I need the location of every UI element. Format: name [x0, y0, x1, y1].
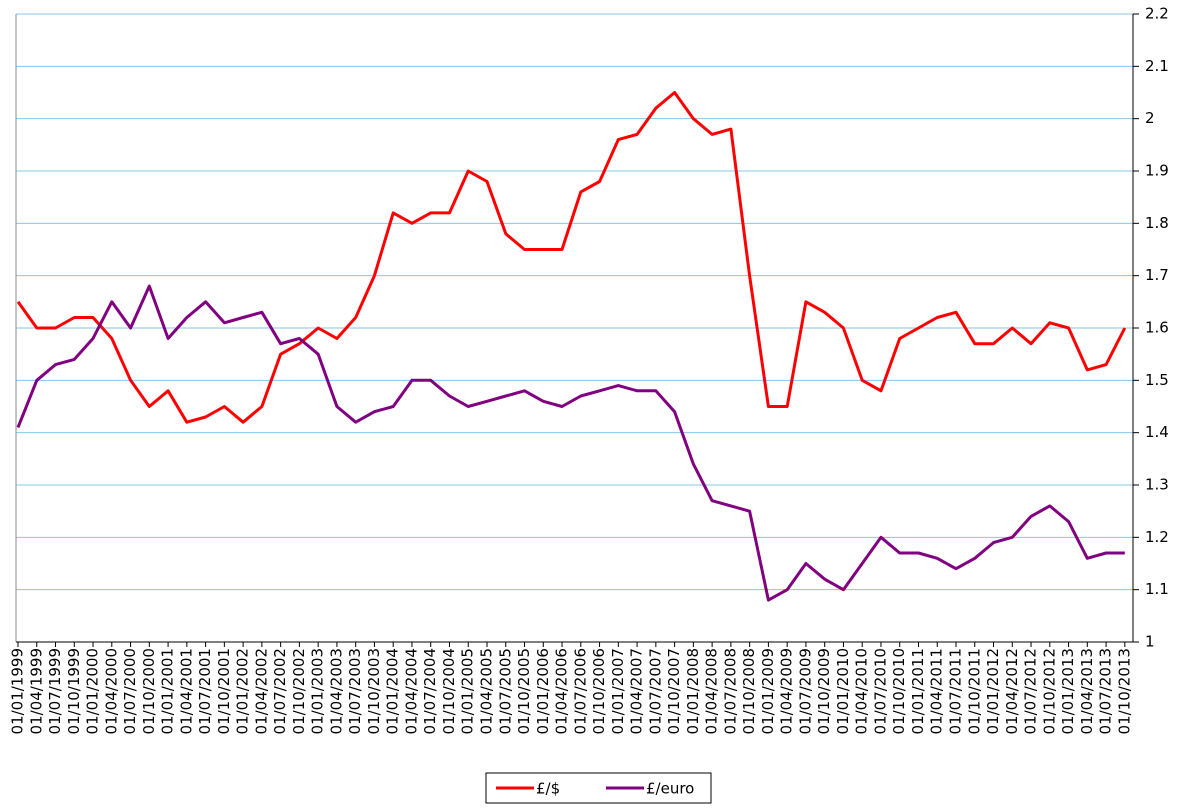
y-tick-label: 1.6 — [1145, 319, 1169, 337]
x-tick-label: 01/01/2003 — [309, 648, 327, 734]
x-tick-label: 01/10/2005 — [515, 648, 533, 734]
x-tick-label: 01/07/2011 — [947, 648, 965, 734]
x-tick-label: 01/07/1999 — [46, 648, 64, 734]
y-tick-label: 2.2 — [1145, 5, 1169, 23]
y-tick-label: 1.4 — [1145, 423, 1169, 441]
x-tick-label: 01/07/2006 — [571, 648, 589, 734]
x-tick-label: 01/01/2002 — [234, 648, 252, 734]
y-tick-label: 1.7 — [1145, 266, 1169, 284]
x-tick-label: 01/01/1999 — [9, 648, 27, 734]
x-tick-label: 01/04/2011 — [928, 648, 946, 734]
x-tick-label: 01/07/2004 — [421, 648, 439, 734]
y-tick-label: 1.8 — [1145, 214, 1169, 232]
x-tick-label: 01/01/2005 — [459, 648, 477, 734]
x-tick-label: 01/10/2012 — [1040, 648, 1058, 734]
x-tick-label: 01/10/2008 — [740, 648, 758, 734]
x-tick-label: 01/04/2000 — [102, 648, 120, 734]
x-tick-label: 01/01/2010 — [834, 648, 852, 734]
x-tick-label: 01/04/2008 — [703, 648, 721, 734]
x-tick-label: 01/04/2010 — [853, 648, 871, 734]
x-tick-label: 01/07/2000 — [121, 648, 139, 734]
x-tick-label: 01/04/2007 — [628, 648, 646, 734]
x-tick-label: 01/10/1999 — [65, 648, 83, 734]
x-tick-label: 01/04/2009 — [778, 648, 796, 734]
x-tick-label: 01/01/2012 — [984, 648, 1002, 734]
x-tick-label: 01/04/2013 — [1078, 648, 1096, 734]
y-tick-label: 1.2 — [1145, 528, 1169, 546]
y-tick-label: 1.1 — [1145, 580, 1169, 598]
x-tick-label: 01/01/2006 — [534, 648, 552, 734]
y-tick-label: 1.5 — [1145, 371, 1169, 389]
x-tick-label: 01/01/2004 — [384, 648, 402, 734]
x-tick-label: 01/04/2012 — [1003, 648, 1021, 734]
series-line — [16, 284, 1125, 602]
x-tick-label: 01/01/2013 — [1059, 648, 1077, 734]
y-tick-label: 2.1 — [1145, 57, 1169, 75]
x-tick-label: 01/07/2010 — [871, 648, 889, 734]
legend: £/$ £/euro — [485, 772, 712, 804]
x-tick-label: 01/10/2010 — [890, 648, 908, 734]
x-tick-label: 01/07/2001 — [196, 648, 214, 734]
x-tick-label: 01/07/2008 — [721, 648, 739, 734]
x-tick-label: 01/04/2004 — [402, 648, 420, 734]
x-tick-label: 01/04/2002 — [252, 648, 270, 734]
x-tick-label: 01/10/2009 — [815, 648, 833, 734]
legend-label: £/euro — [646, 780, 694, 798]
x-tick-label: 01/07/2012 — [1022, 648, 1040, 734]
x-tick-label: 01/01/2009 — [759, 648, 777, 734]
x-tick-label: 01/04/1999 — [27, 648, 45, 734]
x-tick-label: 01/01/2008 — [684, 648, 702, 734]
x-tick-label: 01/07/2007 — [646, 648, 664, 734]
y-tick-label: 2 — [1145, 109, 1155, 127]
y-tick-label: 1 — [1145, 633, 1155, 651]
x-tick-label: 01/04/2005 — [478, 648, 496, 734]
x-tick-label: 01/07/2002 — [271, 648, 289, 734]
x-tick-label: 01/01/2011 — [909, 648, 927, 734]
x-tick-label: 01/10/2003 — [365, 648, 383, 734]
x-tick-label: 01/10/2000 — [140, 648, 158, 734]
x-tick-label: 01/10/2011 — [965, 648, 983, 734]
x-tick-label: 01/10/2001 — [215, 648, 233, 734]
x-tick-label: 01/04/2003 — [327, 648, 345, 734]
y-tick-label: 1.9 — [1145, 162, 1169, 180]
series-line — [16, 91, 1127, 424]
x-tick-label: 01/07/2005 — [496, 648, 514, 734]
x-tick-label: 01/01/2000 — [84, 648, 102, 734]
x-tick-label: 01/10/2013 — [1115, 648, 1133, 734]
x-tick-label: 01/10/2007 — [665, 648, 683, 734]
x-tick-label: 01/04/2001 — [177, 648, 195, 734]
x-tick-label: 01/04/2006 — [553, 648, 571, 734]
x-tick-label: 01/07/2009 — [796, 648, 814, 734]
y-tick-label: 1.3 — [1145, 476, 1169, 494]
x-tick-label: 01/07/2013 — [1097, 648, 1115, 734]
x-tick-label: 01/10/2006 — [590, 648, 608, 734]
legend-label: £/$ — [536, 780, 560, 798]
x-tick-label: 01/01/2001 — [159, 648, 177, 734]
x-tick-label: 01/10/2004 — [440, 648, 458, 734]
x-tick-label: 01/01/2007 — [609, 648, 627, 734]
x-tick-label: 01/10/2002 — [290, 648, 308, 734]
x-tick-label: 01/07/2003 — [346, 648, 364, 734]
